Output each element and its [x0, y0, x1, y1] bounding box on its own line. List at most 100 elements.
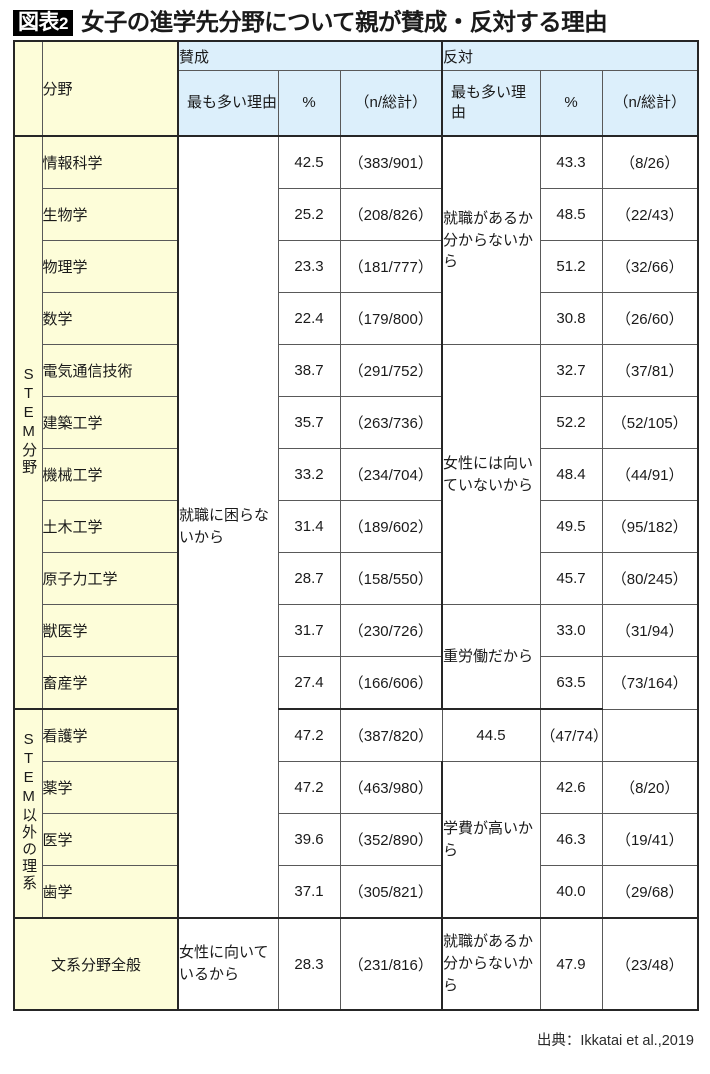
header-group-oppose: 反対 [441, 40, 699, 71]
agree-pct: 42.5 [277, 135, 341, 189]
oppose-pct: 43.3 [539, 135, 603, 189]
table-row: STEM以外の理系 看護学 47.2 （387/820） 44.5 （47/74… [13, 708, 698, 919]
agree-pct: 47.2 [277, 761, 341, 814]
oppose-n: （47/74） [539, 708, 608, 762]
oppose-n: （31/94） [601, 604, 699, 657]
field-label: 機械工学 [41, 448, 179, 501]
field-label: 薬学 [41, 761, 179, 814]
agree-n: （208/826） [339, 188, 443, 241]
table-header-group-row: 分野 賛成 反対 [13, 40, 699, 137]
table-row: 薬学 47.2 （463/980） 学費が高いから 42.6 （8/20） [14, 761, 699, 919]
figure-badge-label: 図表 [18, 11, 60, 34]
field-label: 原子力工学 [41, 552, 179, 605]
field-label: 土木工学 [41, 500, 179, 553]
table-row: 生物学 25.2 （208/826） 48.5 （22/43） [14, 188, 699, 241]
oppose-pct: 47.9 [539, 917, 603, 1011]
field-label: 看護学 [41, 708, 179, 762]
table-row: 土木工学 31.4 （189/602） 49.5 （95/182） [14, 500, 699, 553]
header-oppose-n: （n/総計） [601, 70, 699, 137]
table-row-humanities: 文系分野全般 女性に向いているから 28.3 （231/816） 就職があるか分… [13, 917, 699, 1011]
table-row: 物理学 23.3 （181/777） 51.2 （32/66） [14, 240, 699, 293]
oppose-reason-humanities: 就職があるか分からないから [441, 917, 541, 1011]
agree-pct: 28.7 [277, 552, 341, 605]
field-label: 医学 [41, 813, 179, 866]
header-agree-n: （n/総計） [339, 70, 443, 137]
oppose-pct: 40.0 [539, 865, 603, 919]
agree-n: （352/890） [339, 813, 443, 866]
table-row: 歯学 37.1 （305/821） 40.0 （29/68） [14, 865, 699, 919]
page-title: 女子の進学先分野について親が賛成・反対する理由 [80, 9, 608, 36]
table-row: 畜産学 27.4 （166/606） 63.5 （73/164） [14, 656, 699, 710]
oppose-reason-tuition: 学費が高いから [441, 761, 541, 919]
agree-n: （189/602） [339, 500, 443, 553]
oppose-pct: 52.2 [539, 396, 603, 449]
table-row: 機械工学 33.2 （234/704） 48.4 （44/91） [14, 448, 699, 501]
oppose-n: （95/182） [601, 500, 699, 553]
oppose-n: （44/91） [601, 448, 699, 501]
agree-n: （463/980） [339, 761, 443, 814]
oppose-pct: 30.8 [539, 292, 603, 345]
oppose-pct: 46.3 [539, 813, 603, 866]
oppose-n: （23/48） [601, 917, 699, 1011]
field-label: 数学 [41, 292, 179, 345]
agree-n: （230/726） [339, 604, 443, 657]
agree-pct: 28.3 [277, 917, 341, 1011]
header-oppose-pct: % [539, 70, 603, 137]
oppose-n: （19/41） [601, 813, 699, 866]
agree-pct: 31.7 [277, 604, 341, 657]
oppose-pct: 33.0 [539, 604, 603, 657]
oppose-n: （73/164） [601, 656, 699, 710]
agree-pct: 37.1 [277, 865, 341, 919]
oppose-pct: 51.2 [539, 240, 603, 293]
oppose-n: （22/43） [601, 188, 699, 241]
table-header-sub-row: 最も多い理由 % （n/総計） 最も多い理由 % （n/総計） [14, 70, 699, 137]
table-row: 建築工学 35.7 （263/736） 52.2 （52/105） [14, 396, 699, 449]
agree-reason-stem: 就職に困らないから [177, 135, 279, 919]
oppose-n: （29/68） [601, 865, 699, 919]
agree-pct: 33.2 [277, 448, 341, 501]
oppose-n: （37/81） [601, 344, 699, 397]
agree-n: （166/606） [339, 656, 443, 710]
field-label: 電気通信技術 [41, 344, 179, 397]
agree-n: （231/816） [339, 917, 443, 1011]
agree-pct: 25.2 [277, 188, 341, 241]
table-row: STEM分野 情報科学 就職に困らないから 42.5 （383/901） 就職が… [13, 135, 699, 919]
agree-n: （181/777） [339, 240, 443, 293]
header-group-agree: 賛成 [177, 40, 443, 71]
field-label: 情報科学 [41, 135, 179, 189]
oppose-pct: 44.5 [441, 708, 541, 762]
section-label-non-stem: STEM以外の理系 [13, 708, 43, 919]
agree-n: （158/550） [339, 552, 443, 605]
agree-n: （263/736） [339, 396, 443, 449]
oppose-n: （8/20） [601, 761, 699, 814]
header-field-column: 分野 [41, 40, 179, 137]
oppose-n: （80/245） [601, 552, 699, 605]
figure-badge-number: 2 [59, 14, 68, 33]
agree-pct: 39.6 [277, 813, 341, 866]
section-label-stem: STEM分野 [13, 135, 43, 710]
oppose-pct: 48.5 [539, 188, 603, 241]
field-label: 畜産学 [41, 656, 179, 710]
section-label-humanities: 文系分野全般 [13, 917, 179, 1011]
agree-n: （291/752） [339, 344, 443, 397]
table-container: 分野 賛成 反対 最も多い理由 % （n/総計） 最も多い理由 % （n/総計）… [0, 40, 710, 1011]
agree-n: （234/704） [339, 448, 443, 501]
agree-n: （387/820） [339, 708, 443, 762]
figure-title-row: 図表2 女子の進学先分野について親が賛成・反対する理由 [0, 0, 710, 40]
agree-reason-humanities: 女性に向いているから [177, 917, 279, 1011]
source-note: 出典：Ikkatai et al.,2019 [536, 1033, 694, 1049]
field-label: 獣医学 [41, 604, 179, 657]
header-corner-spacer [13, 40, 43, 137]
oppose-n: （32/66） [601, 240, 699, 293]
figure-number-badge: 図表2 [13, 10, 73, 36]
agree-n: （305/821） [339, 865, 443, 919]
oppose-pct: 49.5 [539, 500, 603, 553]
agree-pct: 22.4 [277, 292, 341, 345]
oppose-pct: 32.7 [539, 344, 603, 397]
header-agree-pct: % [277, 70, 341, 137]
field-label: 建築工学 [41, 396, 179, 449]
agree-pct: 27.4 [277, 656, 341, 710]
oppose-pct: 42.6 [539, 761, 603, 814]
oppose-reason-not-suited: 女性には向いていないから [441, 344, 541, 605]
agree-pct: 35.7 [277, 396, 341, 449]
